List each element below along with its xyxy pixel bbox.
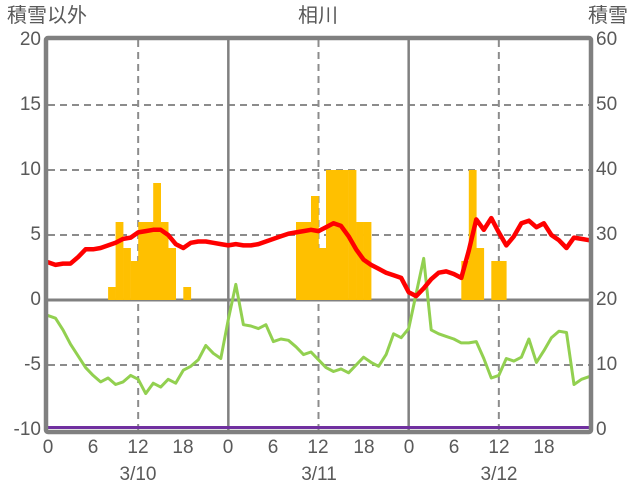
chart-title: 相川: [298, 5, 338, 27]
precip-bar: [318, 248, 327, 300]
plot-border: [43, 35, 594, 435]
right-axis-tick: 30: [596, 224, 618, 245]
right-axis-tick: 40: [596, 159, 618, 180]
left-axis-tick: 10: [19, 159, 41, 180]
precip-bar: [303, 222, 312, 300]
precip-bar: [168, 248, 176, 300]
x-axis-tick: 0: [222, 437, 234, 458]
precip-bar: [153, 183, 161, 300]
x-axis-tick: 12: [127, 437, 149, 458]
left-axis-tick: -5: [24, 354, 41, 375]
precip-bar: [333, 170, 342, 300]
x-axis-date-label: 3/11: [301, 464, 337, 485]
precip-bar: [296, 222, 304, 300]
precip-bar: [311, 196, 319, 300]
right-axis-tick: 10: [596, 354, 618, 375]
precip-bar: [491, 261, 500, 300]
precip-bar: [326, 170, 334, 300]
left-axis-tick: 15: [19, 94, 41, 115]
x-axis-tick: 0: [403, 437, 415, 458]
x-axis-tick: 6: [87, 437, 99, 458]
left-axis-tick: -10: [13, 419, 41, 440]
x-axis-tick: 18: [172, 437, 194, 458]
x-axis-date-label: 3/12: [480, 464, 518, 485]
right-axis-tick: 0: [596, 419, 607, 440]
x-axis-tick: 18: [533, 437, 555, 458]
right-axis-tick: 50: [596, 94, 618, 115]
x-axis-tick: 18: [353, 437, 375, 458]
x-axis-tick: 6: [267, 437, 279, 458]
precip-bar: [356, 222, 364, 300]
right-axis-tick: 20: [596, 289, 618, 310]
precip-bar: [115, 222, 124, 300]
precip-bar: [138, 222, 146, 300]
precip-bar: [183, 287, 192, 300]
x-axis-date-label: 3/10: [119, 464, 157, 485]
precip-bar: [145, 222, 154, 300]
x-axis-tick: 12: [307, 437, 329, 458]
precip-bar: [348, 170, 357, 300]
right-axis-title: 積雪: [588, 5, 628, 27]
precip-bar: [461, 261, 470, 300]
left-axis-tick: 5: [30, 224, 41, 245]
left-axis-tick: 20: [19, 29, 41, 50]
precip-bar: [108, 287, 116, 300]
right-axis-tick: 60: [596, 29, 618, 50]
left-axis-tick: 0: [30, 289, 41, 310]
green-temp-line: [46, 256, 591, 396]
x-axis-tick: 12: [488, 437, 510, 458]
precip-bar: [123, 248, 131, 300]
left-axis-title: 積雪以外: [7, 5, 87, 27]
x-axis-tick: 0: [42, 437, 54, 458]
x-axis-tick: 6: [448, 437, 460, 458]
precip-bar: [160, 222, 169, 300]
red-temp-line: [45, 215, 592, 299]
precip-bar: [476, 248, 485, 300]
precip-bar: [498, 261, 507, 300]
precip-bar: [130, 261, 139, 300]
